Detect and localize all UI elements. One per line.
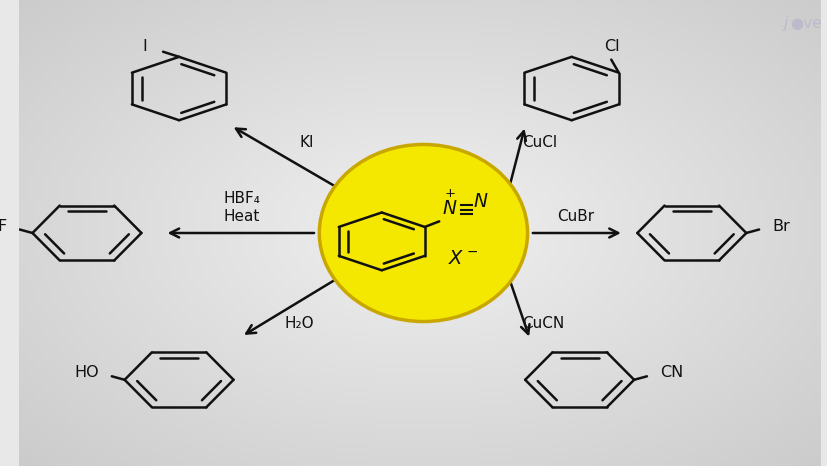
Text: CuCN: CuCN [521,316,563,331]
Text: KI: KI [299,135,313,150]
Text: Cl: Cl [603,39,619,54]
Text: $X^-$: $X^-$ [448,249,478,268]
Text: Br: Br [771,219,789,233]
Text: ●ve: ●ve [790,16,821,31]
Text: HBF₄
Heat: HBF₄ Heat [223,191,260,224]
Text: H₂O: H₂O [284,316,313,331]
Text: j: j [782,16,787,31]
Text: F: F [0,219,7,233]
Text: I: I [142,39,147,54]
Text: CuBr: CuBr [557,209,594,224]
Text: HO: HO [74,365,99,380]
Text: $N$: $N$ [472,192,488,211]
Text: $\overset{+}{N}$: $\overset{+}{N}$ [441,190,457,219]
Text: CuCl: CuCl [521,135,557,150]
Ellipse shape [319,144,527,322]
Text: CN: CN [659,365,682,380]
